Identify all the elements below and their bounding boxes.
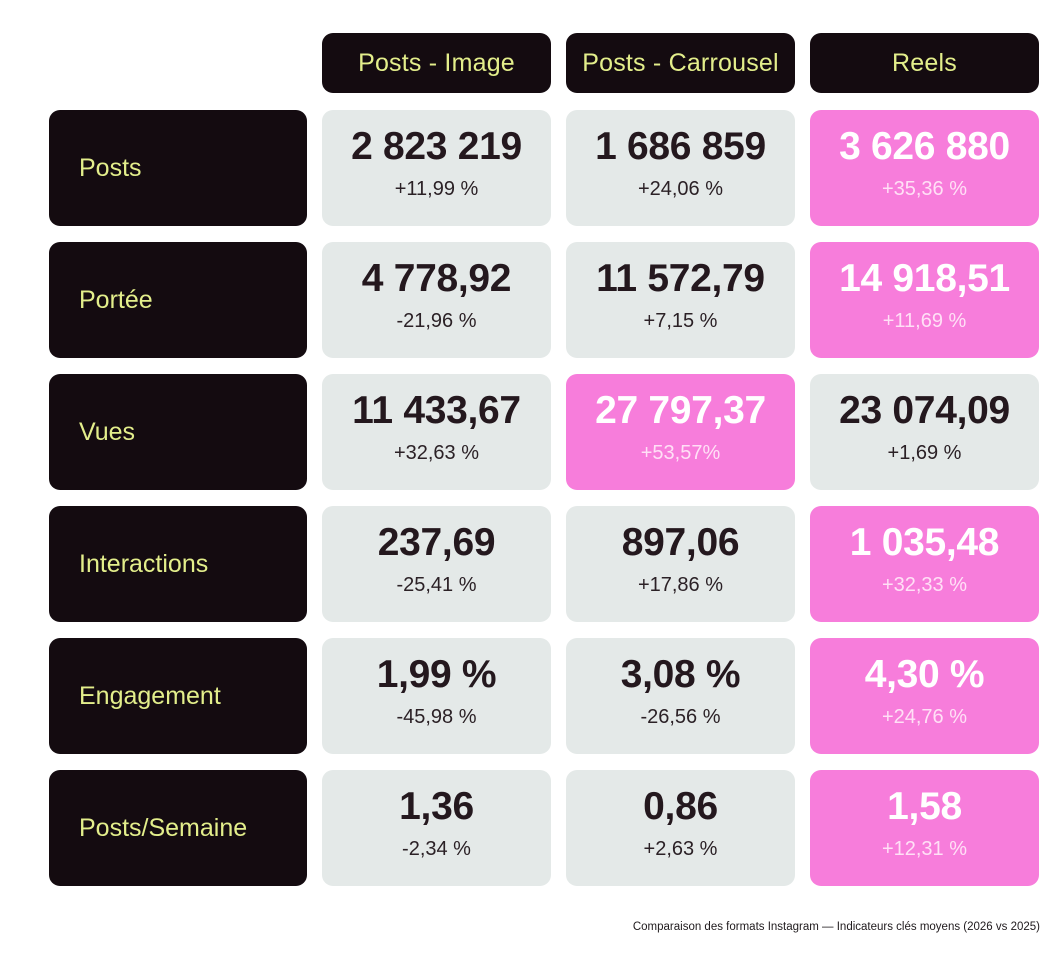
cell-posts-semaine-posts-carrousel: 0,86 +2,63 %: [566, 770, 795, 886]
cell-change: +7,15 %: [643, 310, 718, 332]
cell-value: 237,69: [377, 521, 496, 564]
cell-change: +32,33 %: [881, 574, 968, 596]
cell-interactions-posts-image: 237,69 -25,41 %: [322, 506, 551, 622]
chart-caption: Comparaison des formats Instagram — Indi…: [632, 921, 1040, 933]
cell-value: 3 626 880: [839, 125, 1010, 168]
cell-change: +11,69 %: [882, 310, 967, 332]
cell-change: +53,57%: [640, 442, 721, 464]
row-label-portee: Portée: [49, 242, 307, 358]
cell-value: 1 035,48: [849, 521, 1000, 564]
cell-change: -2,34 %: [402, 838, 471, 860]
cell-posts-reels: 3 626 880 +35,36 %: [810, 110, 1039, 226]
cell-value: 1 686 859: [595, 125, 766, 168]
cell-posts-posts-carrousel: 1 686 859 +24,06 %: [566, 110, 795, 226]
cell-value: 1,99 %: [376, 653, 497, 696]
cell-value: 0,86: [643, 785, 718, 828]
cell-value: 23 074,09: [839, 389, 1010, 432]
cell-value: 14 918,51: [839, 257, 1010, 300]
cell-change: -25,41 %: [396, 574, 477, 596]
column-header-reels: Reels: [810, 33, 1039, 93]
cell-change: -45,98 %: [396, 706, 477, 728]
cell-change: +2,63 %: [643, 838, 718, 860]
cell-value: 4,30 %: [864, 653, 985, 696]
cell-change: +24,06 %: [637, 178, 724, 200]
row-label-posts: Posts: [49, 110, 307, 226]
cell-change: -26,56 %: [640, 706, 721, 728]
cell-change: +12,31 %: [881, 838, 968, 860]
cell-change: +24,76 %: [881, 706, 968, 728]
cell-change: +35,36 %: [881, 178, 968, 200]
row-label-interactions: Interactions: [49, 506, 307, 622]
cell-change: +17,86 %: [637, 574, 724, 596]
cell-posts-posts-image: 2 823 219 +11,99 %: [322, 110, 551, 226]
cell-engagement-reels: 4,30 % +24,76 %: [810, 638, 1039, 754]
column-header-posts-carrousel: Posts - Carrousel: [566, 33, 795, 93]
cell-change: +1,69 %: [887, 442, 962, 464]
cell-interactions-posts-carrousel: 897,06 +17,86 %: [566, 506, 795, 622]
cell-interactions-reels: 1 035,48 +32,33 %: [810, 506, 1039, 622]
cell-change: +32,63 %: [393, 442, 480, 464]
column-header-posts-image: Posts - Image: [322, 33, 551, 93]
cell-value: 2 823 219: [351, 125, 522, 168]
cell-posts-semaine-reels: 1,58 +12,31 %: [810, 770, 1039, 886]
cell-vues-reels: 23 074,09 +1,69 %: [810, 374, 1039, 490]
cell-posts-semaine-posts-image: 1,36 -2,34 %: [322, 770, 551, 886]
row-label-posts-semaine: Posts/Semaine: [49, 770, 307, 886]
cell-engagement-posts-carrousel: 3,08 % -26,56 %: [566, 638, 795, 754]
cell-value: 1,58: [887, 785, 962, 828]
cell-portee-posts-image: 4 778,92 -21,96 %: [322, 242, 551, 358]
row-label-vues: Vues: [49, 374, 307, 490]
cell-portee-posts-carrousel: 11 572,79 +7,15 %: [566, 242, 795, 358]
cell-value: 11 433,67: [352, 389, 521, 432]
cell-value: 1,36: [399, 785, 474, 828]
cell-vues-posts-image: 11 433,67 +32,63 %: [322, 374, 551, 490]
row-label-engagement: Engagement: [49, 638, 307, 754]
cell-change: +11,99 %: [394, 178, 479, 200]
cell-value: 4 778,92: [361, 257, 512, 300]
cell-value: 27 797,37: [595, 389, 766, 432]
cell-value: 3,08 %: [620, 653, 741, 696]
cell-portee-reels: 14 918,51 +11,69 %: [810, 242, 1039, 358]
cell-change: -21,96 %: [396, 310, 477, 332]
cell-vues-posts-carrousel: 27 797,37 +53,57%: [566, 374, 795, 490]
cell-engagement-posts-image: 1,99 % -45,98 %: [322, 638, 551, 754]
cell-value: 11 572,79: [596, 257, 765, 300]
cell-value: 897,06: [621, 521, 740, 564]
